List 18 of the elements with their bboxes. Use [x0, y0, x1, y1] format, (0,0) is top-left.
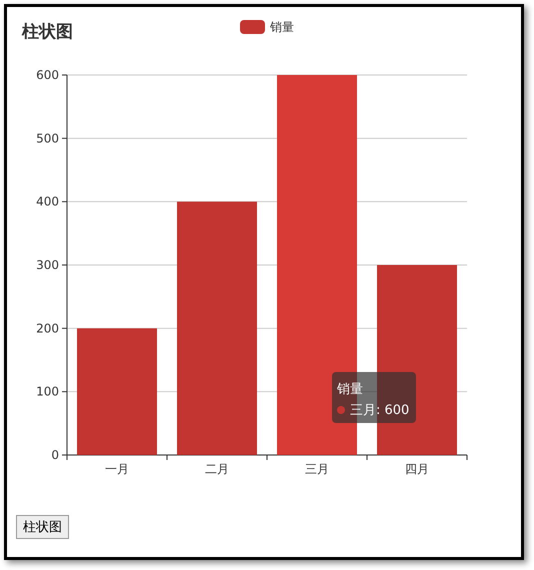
x-tick-label: 四月 — [405, 462, 429, 476]
annotation: 三月: 600 — [350, 403, 410, 418]
annotation: 销量 — [336, 382, 363, 397]
x-tick-label: 三月 — [305, 462, 329, 476]
y-tick-label: 500 — [36, 131, 59, 146]
legend-label: 销量 — [269, 20, 294, 34]
y-tick-label: 200 — [36, 321, 59, 336]
bar — [177, 202, 257, 455]
bar — [77, 328, 157, 455]
y-tick-label: 100 — [36, 384, 59, 399]
y-tick-label: 0 — [51, 448, 59, 462]
x-tick-label: 二月 — [205, 462, 229, 476]
chart-title: 柱状图 — [21, 22, 73, 42]
y-tick-label: 600 — [36, 68, 59, 82]
y-tick-label: 400 — [36, 194, 59, 209]
text: 柱状图 — [16, 515, 69, 539]
x-tick-label: 一月 — [105, 462, 129, 476]
y-tick-label: 300 — [36, 258, 59, 272]
